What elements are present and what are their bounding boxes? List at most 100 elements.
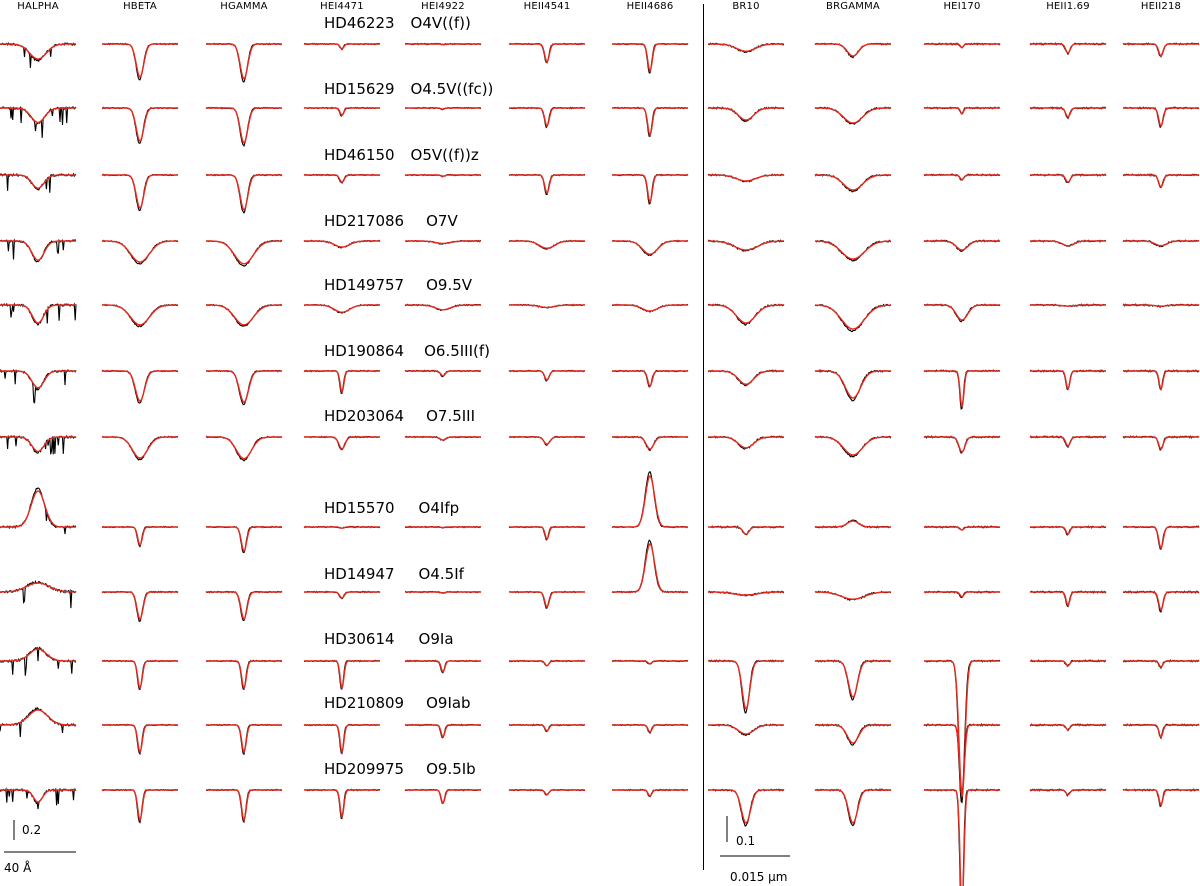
model-spectrum-hei4471-4 xyxy=(304,304,380,313)
model-spectrum-hei170-6 xyxy=(924,436,1000,453)
star-spectral-type: O5V((f))z xyxy=(410,146,479,164)
model-spectrum-heii4686-3 xyxy=(612,240,688,255)
observed-spectrum-hbeta-5 xyxy=(101,369,179,404)
model-spectrum-heii218-3 xyxy=(1123,240,1199,247)
model-spectrum-heii218-2 xyxy=(1123,174,1199,188)
star-name: HD14947 xyxy=(324,565,395,583)
star-spectral-type: O6.5III(f) xyxy=(424,342,491,360)
model-spectrum-hbeta-9 xyxy=(102,660,178,690)
model-spectrum-br10-3 xyxy=(708,240,784,251)
observed-spectrum-hei170-5 xyxy=(923,369,1001,410)
model-spectrum-brgamma-6 xyxy=(815,436,891,456)
model-spectrum-heii218-4 xyxy=(1123,304,1199,307)
observed-spectrum-halpha-8 xyxy=(0,579,77,609)
model-spectrum-hei170-10 xyxy=(924,724,1000,798)
model-spectrum-hei4471-10 xyxy=(304,724,380,755)
star-spectral-type: O4Ifp xyxy=(418,499,460,517)
observed-spectrum-hbeta-1 xyxy=(102,106,179,144)
observed-spectrum-heii169-5 xyxy=(1029,369,1106,391)
observed-spectrum-halpha-0 xyxy=(0,42,77,68)
model-spectrum-heii4541-8 xyxy=(509,591,585,609)
model-spectrum-heii4686-4 xyxy=(612,304,688,312)
model-spectrum-heii169-6 xyxy=(1030,436,1106,447)
model-spectrum-heii169-9 xyxy=(1030,660,1106,667)
observed-spectrum-halpha-10 xyxy=(0,706,77,738)
model-spectrum-hei4471-0 xyxy=(304,43,380,50)
observed-spectrum-hbeta-4 xyxy=(102,303,178,328)
model-spectrum-hbeta-5 xyxy=(102,370,178,402)
observed-spectrum-halpha-4 xyxy=(0,302,77,327)
observed-spectrum-hei170-11 xyxy=(923,788,1001,886)
model-spectrum-brgamma-8 xyxy=(815,591,891,600)
observed-spectrum-br10-11 xyxy=(707,788,785,827)
model-spectrum-hbeta-0 xyxy=(102,43,178,78)
star-spectral-type: O9.5V xyxy=(426,276,473,294)
model-spectrum-hbeta-6 xyxy=(102,436,178,459)
model-spectrum-br10-6 xyxy=(708,436,784,449)
model-spectrum-halpha-1 xyxy=(0,107,76,124)
observed-spectrum-hgamma-0 xyxy=(205,42,283,83)
observed-spectrum-hei4471-10 xyxy=(303,723,381,755)
model-spectrum-hei170-1 xyxy=(924,107,1000,116)
model-spectrum-heii4541-2 xyxy=(509,174,585,195)
model-spectrum-hgamma-6 xyxy=(206,436,282,460)
model-spectrum-hgamma-7 xyxy=(206,526,282,553)
model-spectrum-heii4541-1 xyxy=(509,107,585,128)
col-title-halpha: HALPHA xyxy=(17,1,59,12)
observed-spectrum-hei4922-10 xyxy=(404,723,481,739)
star-name: HD149757 xyxy=(324,276,405,294)
model-spectrum-brgamma-7 xyxy=(815,520,891,528)
star-label: HD30614 O9Ia xyxy=(324,630,454,648)
model-spectrum-hei4471-6 xyxy=(304,436,380,450)
model-spectrum-brgamma-5 xyxy=(815,370,891,399)
observed-spectrum-hei170-4 xyxy=(923,303,1001,323)
col-title-brgamma: BRGAMMA xyxy=(826,1,880,12)
col-title-hei4922: HEI4922 xyxy=(421,1,465,12)
observed-spectrum-hgamma-7 xyxy=(205,525,282,554)
observed-spectrum-halpha-3 xyxy=(0,238,77,263)
model-spectrum-hgamma-3 xyxy=(206,240,282,265)
star-name: HD217086 xyxy=(324,212,405,230)
col-title-heii4686: HEII4686 xyxy=(626,1,674,12)
model-spectrum-hei4471-8 xyxy=(304,591,380,599)
observed-spectrum-heii4686-8 xyxy=(611,539,689,594)
model-spectrum-hgamma-2 xyxy=(206,174,282,211)
model-spectrum-heii4686-2 xyxy=(612,174,688,204)
star-label: HD46223 O4V((f)) xyxy=(324,14,471,32)
scalebar-optical-vertical-label: 0.2 xyxy=(22,823,42,837)
model-spectrum-hei170-11 xyxy=(924,789,1000,886)
model-spectrum-heii169-10 xyxy=(1030,724,1106,731)
star-spectral-type: O7.5III xyxy=(426,407,476,425)
model-spectrum-br10-10 xyxy=(708,724,784,735)
model-spectrum-heii218-1 xyxy=(1123,107,1199,128)
observed-spectrum-halpha-2 xyxy=(0,172,77,193)
observed-spectrum-hgamma-2 xyxy=(205,173,283,215)
col-title-heii4541: HEII4541 xyxy=(523,1,571,12)
observed-spectrum-halpha-11 xyxy=(0,787,77,810)
observed-spectrum-br10-5 xyxy=(707,369,785,387)
star-name: HD46150 xyxy=(324,146,395,164)
observed-spectrum-heii4686-1 xyxy=(611,106,688,137)
model-spectrum-brgamma-4 xyxy=(815,304,891,330)
star-name: HD46223 xyxy=(324,14,395,32)
observed-spectrum-brgamma-1 xyxy=(814,106,892,125)
model-spectrum-heii169-3 xyxy=(1030,240,1106,247)
model-spectrum-hei4922-4 xyxy=(405,304,481,311)
observed-spectrum-hei170-9 xyxy=(923,659,1001,804)
model-spectrum-hbeta-11 xyxy=(102,789,178,822)
star-spectral-type: O4V((f)) xyxy=(410,14,471,32)
model-spectrum-hei4471-2 xyxy=(304,174,380,184)
model-spectrum-heii4541-7 xyxy=(509,526,585,541)
model-spectrum-hei170-7 xyxy=(924,526,1000,531)
col-title-hbeta: HBETA xyxy=(123,1,157,12)
observed-spectrum-brgamma-11 xyxy=(814,788,892,827)
observed-spectrum-heii4686-7 xyxy=(611,471,689,529)
model-spectrum-heii4541-3 xyxy=(509,240,585,249)
observed-spectrum-heii4686-0 xyxy=(611,42,689,74)
observed-spectrum-hei4922-11 xyxy=(404,788,482,805)
observed-spectrum-heii4541-0 xyxy=(508,42,586,64)
observed-spectrum-hgamma-9 xyxy=(205,659,282,690)
observed-spectrum-hbeta-8 xyxy=(101,590,179,622)
observed-spectrum-heii4686-2 xyxy=(611,173,689,205)
